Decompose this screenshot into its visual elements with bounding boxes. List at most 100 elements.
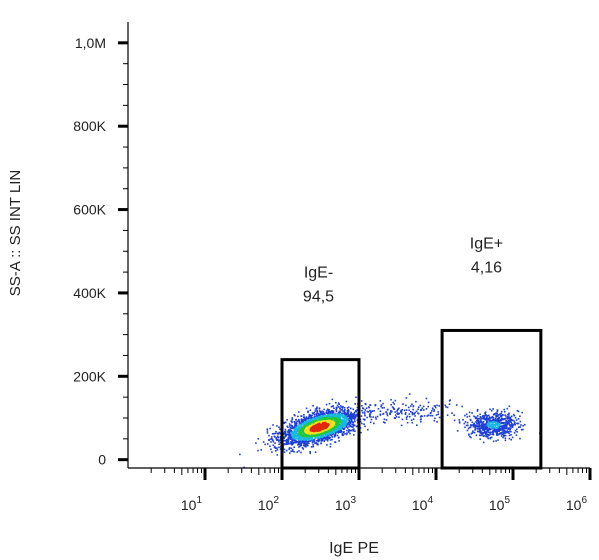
event-point (303, 442, 306, 444)
event-point (304, 441, 307, 443)
event-point (304, 445, 306, 448)
event-point (363, 423, 365, 425)
event-point (338, 406, 340, 408)
event-point (482, 422, 484, 424)
event-point (498, 429, 500, 431)
event-point (333, 436, 336, 438)
event-point (471, 424, 474, 426)
event-point (517, 410, 520, 413)
event-point (352, 408, 354, 411)
event-point (307, 442, 309, 444)
event-point (316, 407, 318, 409)
event-point (359, 420, 362, 423)
event-point (321, 438, 323, 441)
event-point (278, 431, 281, 434)
event-point (369, 413, 371, 415)
event-point (287, 439, 290, 441)
event-point (489, 437, 492, 439)
event-point (361, 409, 363, 412)
event-point (474, 417, 477, 420)
event-point (408, 413, 411, 415)
event-point (312, 405, 314, 407)
event-point (486, 419, 488, 422)
gate-ige-pos[interactable] (440, 328, 543, 470)
event-point (476, 430, 479, 433)
event-point (340, 409, 342, 411)
event-point (319, 411, 322, 414)
event-point (318, 414, 320, 417)
event-point (313, 440, 316, 443)
event-point (321, 413, 324, 415)
event-point (410, 405, 412, 407)
event-point (363, 411, 366, 413)
event-point (483, 424, 485, 427)
event-point (478, 417, 480, 420)
event-point (269, 438, 272, 440)
event-point (368, 414, 371, 416)
event-point (343, 410, 346, 412)
event-point (475, 434, 478, 437)
event-point (335, 401, 337, 404)
x-tick-label: 102 (258, 495, 280, 513)
event-point (404, 413, 407, 415)
event-point (478, 421, 480, 423)
event-point (313, 438, 315, 441)
event-point (303, 428, 306, 430)
event-point (465, 424, 468, 427)
event-point (345, 418, 348, 421)
event-point (335, 425, 337, 428)
event-point (310, 417, 312, 420)
event-point (303, 439, 305, 441)
event-point (308, 440, 311, 442)
event-point (282, 444, 285, 446)
event-point (345, 421, 348, 424)
event-point (260, 449, 262, 451)
event-point (329, 428, 332, 430)
event-point (338, 421, 341, 423)
event-point (333, 407, 335, 409)
event-point (284, 431, 287, 434)
event-point (272, 424, 274, 426)
event-point (298, 421, 301, 423)
event-point (491, 425, 494, 428)
event-point (329, 415, 331, 417)
event-point (420, 418, 422, 420)
event-point (415, 400, 417, 403)
event-point (315, 416, 318, 419)
event-point (293, 427, 296, 429)
event-point (302, 425, 304, 427)
event-point (336, 431, 338, 433)
event-point (483, 418, 486, 420)
event-point (437, 413, 440, 415)
event-point (468, 411, 471, 414)
event-point (493, 424, 496, 426)
event-point (483, 427, 485, 429)
event-point (510, 415, 513, 418)
event-point (312, 428, 314, 431)
event-point (294, 433, 296, 435)
event-point (392, 401, 394, 404)
event-point (291, 436, 293, 439)
event-point (467, 427, 470, 430)
event-point (500, 418, 502, 421)
event-point (338, 403, 340, 405)
event-point (479, 421, 481, 424)
event-point (278, 440, 280, 443)
event-point (495, 416, 497, 418)
event-point (268, 439, 270, 441)
event-point (496, 409, 499, 412)
event-point (315, 413, 317, 415)
event-point (508, 412, 510, 415)
event-point (323, 439, 325, 442)
event-point (301, 440, 304, 442)
event-point (326, 408, 329, 411)
event-point (468, 433, 470, 436)
event-point (509, 424, 511, 427)
event-point (455, 404, 458, 406)
event-point (331, 405, 334, 408)
event-point (284, 428, 287, 431)
event-point (288, 429, 290, 431)
event-point (506, 416, 509, 418)
event-point (273, 432, 275, 435)
event-point (385, 419, 388, 421)
